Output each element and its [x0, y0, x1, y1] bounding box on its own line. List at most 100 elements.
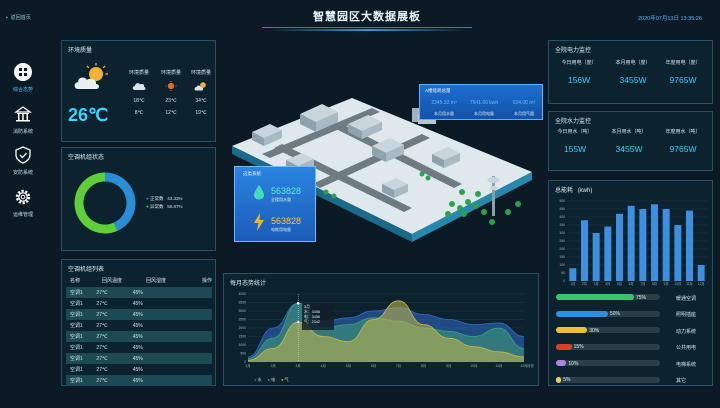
- env-high: 23℃: [165, 98, 177, 104]
- x-tick-label: 2月: [270, 364, 275, 368]
- energy-progress-fill: [556, 360, 567, 366]
- title-underline: [268, 29, 468, 31]
- legend-label: 异常数: [149, 204, 164, 209]
- legend-item: ● 电: [267, 377, 276, 382]
- sidebar-item-fire[interactable]: 消防系统: [2, 104, 44, 135]
- env-column: 环境质量 34℃ 19℃: [186, 69, 216, 116]
- y-tick-label: 100: [559, 263, 565, 267]
- x-tick-label: 2月: [582, 282, 587, 286]
- box-title: 这类系统: [243, 171, 261, 176]
- env-column: 环境质量 23℃ 12℃: [156, 69, 186, 116]
- stat-value: 155W: [563, 144, 587, 154]
- x-tick-label: 1月: [245, 364, 250, 368]
- current-temperature: 26℃: [68, 105, 109, 125]
- y-tick-label: 150: [559, 255, 565, 259]
- stat-label: 本月用电（度）: [615, 60, 651, 66]
- table-row[interactable]: 空调1 27℃ 45%: [66, 331, 212, 342]
- tower-icon: [487, 176, 500, 216]
- y-tick-label: 300: [559, 231, 565, 235]
- energy-progress-bar: [556, 343, 660, 350]
- system-summary-box: 这类系统 563828 全楼用水量 563828 电耗用电量: [234, 166, 316, 242]
- table-cell: 45%: [132, 344, 143, 351]
- col-header: 回风湿度: [146, 278, 167, 284]
- tooltip-item: 气：2342: [304, 320, 321, 324]
- table-cell: 空调1: [70, 323, 83, 329]
- energy-progress-fill: [556, 294, 634, 300]
- back-icon: ▪: [6, 14, 8, 21]
- x-tick-label: 11月: [686, 282, 693, 286]
- energy-title-text: 总能耗: [555, 188, 574, 194]
- tooltip-month: 3月: [304, 305, 310, 309]
- table-row[interactable]: 空调1 27℃ 45%: [66, 353, 212, 364]
- energy-category-label: 电梯系统: [676, 361, 697, 368]
- box-value: 7541.66 kwh: [469, 100, 499, 106]
- x-tick-label: 3月: [296, 364, 301, 368]
- power-title: 全院电力监控: [555, 48, 592, 54]
- sun-icon: [165, 81, 177, 91]
- monthly-legend: ● 水 ● 电 ● 气: [254, 377, 289, 383]
- table-row[interactable]: 空调1 27℃ 45%: [66, 364, 212, 375]
- bar: [592, 233, 600, 281]
- energy-percent: 15%: [573, 344, 584, 350]
- table-cell: 27℃: [96, 366, 108, 373]
- table-cell: 45%: [132, 377, 143, 384]
- legend-item: ● 水: [254, 377, 262, 382]
- x-tick-label: 5月: [617, 282, 622, 286]
- sidebar-item-security[interactable]: 安防系统: [2, 145, 44, 176]
- y-tick-label: 0: [244, 360, 246, 364]
- energy-category-label: 动力系统: [676, 328, 697, 335]
- table-cell: 27℃: [96, 344, 108, 351]
- table-row[interactable]: 空调1 27℃ 45%: [66, 298, 212, 309]
- table-row[interactable]: 空调1 27℃ 45%: [66, 375, 212, 386]
- table-row[interactable]: 空调1 27℃ 45%: [66, 320, 212, 331]
- gear-icon: [15, 189, 31, 205]
- power-value: 563828: [271, 216, 302, 226]
- x-tick-label: 12月: [698, 282, 705, 286]
- y-tick-label: 0: [563, 279, 565, 283]
- energy-progress-bar: [556, 327, 660, 333]
- donut-slice: [74, 172, 118, 234]
- env-column-label: 环境质量: [190, 70, 211, 76]
- legend-item: ● 异常数 56.67%: [146, 204, 183, 209]
- table-row[interactable]: 空调1 27℃ 45%: [66, 287, 212, 298]
- table-row[interactable]: 空调1 27℃ 45%: [66, 309, 212, 320]
- table-cell: 27℃: [96, 355, 108, 362]
- energy-category-label: 公共用电: [676, 345, 697, 351]
- y-tick-label: 2500: [238, 318, 246, 322]
- energy-category-label: 照明插座: [676, 312, 697, 318]
- y-tick-label: 3000: [238, 309, 246, 313]
- table-cell: 27℃: [96, 300, 108, 307]
- table-cell: 45%: [132, 366, 143, 373]
- x-tick-label: 3月: [594, 282, 599, 286]
- grid-icon: [14, 63, 32, 81]
- y-tick-label: 4000: [238, 292, 246, 296]
- bar: [581, 220, 588, 281]
- table-row[interactable]: 空调1 27℃ 45%: [66, 342, 212, 353]
- col-header: 操作: [202, 278, 213, 284]
- sidebar-item-ops[interactable]: 运维管理: [2, 187, 44, 218]
- cloud-icon: [132, 83, 146, 90]
- table-cell: 空调1: [70, 378, 83, 384]
- energy-progress-fill: [556, 376, 562, 383]
- water-monitor-panel: 全院水力监控 今日用水（吨） 155W 本月用水（吨） 3455W 年度用水（吨…: [548, 111, 713, 171]
- back-home-link[interactable]: ▪ 返回首页: [6, 14, 31, 22]
- x-tick-label: 10月: [470, 364, 477, 368]
- env-low: 12℃: [165, 110, 177, 116]
- stat-value: 9765W: [669, 144, 697, 154]
- power-stat: 今日用电（度） 156W: [549, 59, 609, 85]
- sidebar-item-overview[interactable]: 综合态势: [2, 62, 44, 93]
- stat-label: 本月用水（吨）: [611, 129, 647, 135]
- env-high: 18℃: [133, 98, 145, 104]
- x-tick-label: 5月: [346, 364, 351, 368]
- legend-label: 气: [284, 377, 289, 382]
- ac-list-panel: 空调机组列表 名称 回风温度 回风湿度 操作 空调1 27℃ 45% 空调1 27℃ 45…: [61, 259, 216, 386]
- x-tick-label: 9月: [446, 364, 451, 368]
- stat-label: 年度用水（吨）: [665, 129, 701, 135]
- bar: [686, 210, 693, 281]
- sidebar-item-label: 安防系统: [12, 170, 33, 176]
- energy-title: 总能耗 (kwh): [555, 185, 592, 194]
- legend-label: 水: [257, 377, 262, 382]
- water-stat: 本月用水（吨） 3455W: [599, 128, 659, 154]
- x-tick-label: 9月: [664, 282, 669, 286]
- stat-value: 156W: [567, 75, 591, 85]
